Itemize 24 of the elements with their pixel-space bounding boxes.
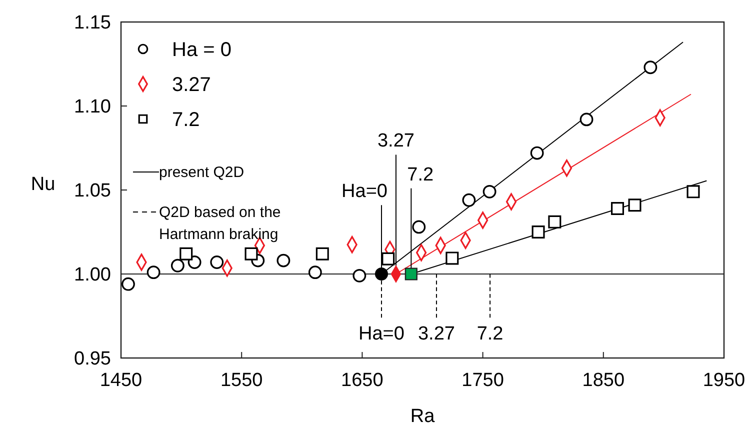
x-tick-label: 1450 xyxy=(100,370,142,391)
annotation: 3.27 xyxy=(418,324,455,345)
legend-label: Ha = 0 xyxy=(172,39,232,61)
x-axis-title: Ra xyxy=(410,406,436,427)
y-tick-label: 0.95 xyxy=(74,348,111,370)
annotation: Ha=0 xyxy=(358,324,404,345)
y-tick-label: 1.00 xyxy=(74,264,111,286)
x-tick-label: 1750 xyxy=(462,370,504,391)
legend-label: present Q2D xyxy=(159,164,244,181)
y-tick-label: 1.10 xyxy=(74,96,111,118)
legend-label: 3.27 xyxy=(172,74,211,96)
y-tick-label: 1.15 xyxy=(74,12,111,34)
annotation: 3.27 xyxy=(377,130,414,152)
y-axis-title: Nu xyxy=(30,174,56,195)
annotation: 7.2 xyxy=(476,324,504,345)
legend-label: 7.2 xyxy=(172,109,200,131)
x-tick-label: 1850 xyxy=(582,370,625,391)
x-tick-label: 1650 xyxy=(341,370,384,391)
legend-label: Q2D based on the Hartmann braking xyxy=(159,204,281,243)
x-tick-label: 1950 xyxy=(702,370,746,391)
annotation: Ha=0 xyxy=(342,181,388,202)
x-tick-label: 1550 xyxy=(220,370,263,391)
annotation: 7.2 xyxy=(407,164,434,186)
y-tick-label: 1.05 xyxy=(74,180,111,202)
